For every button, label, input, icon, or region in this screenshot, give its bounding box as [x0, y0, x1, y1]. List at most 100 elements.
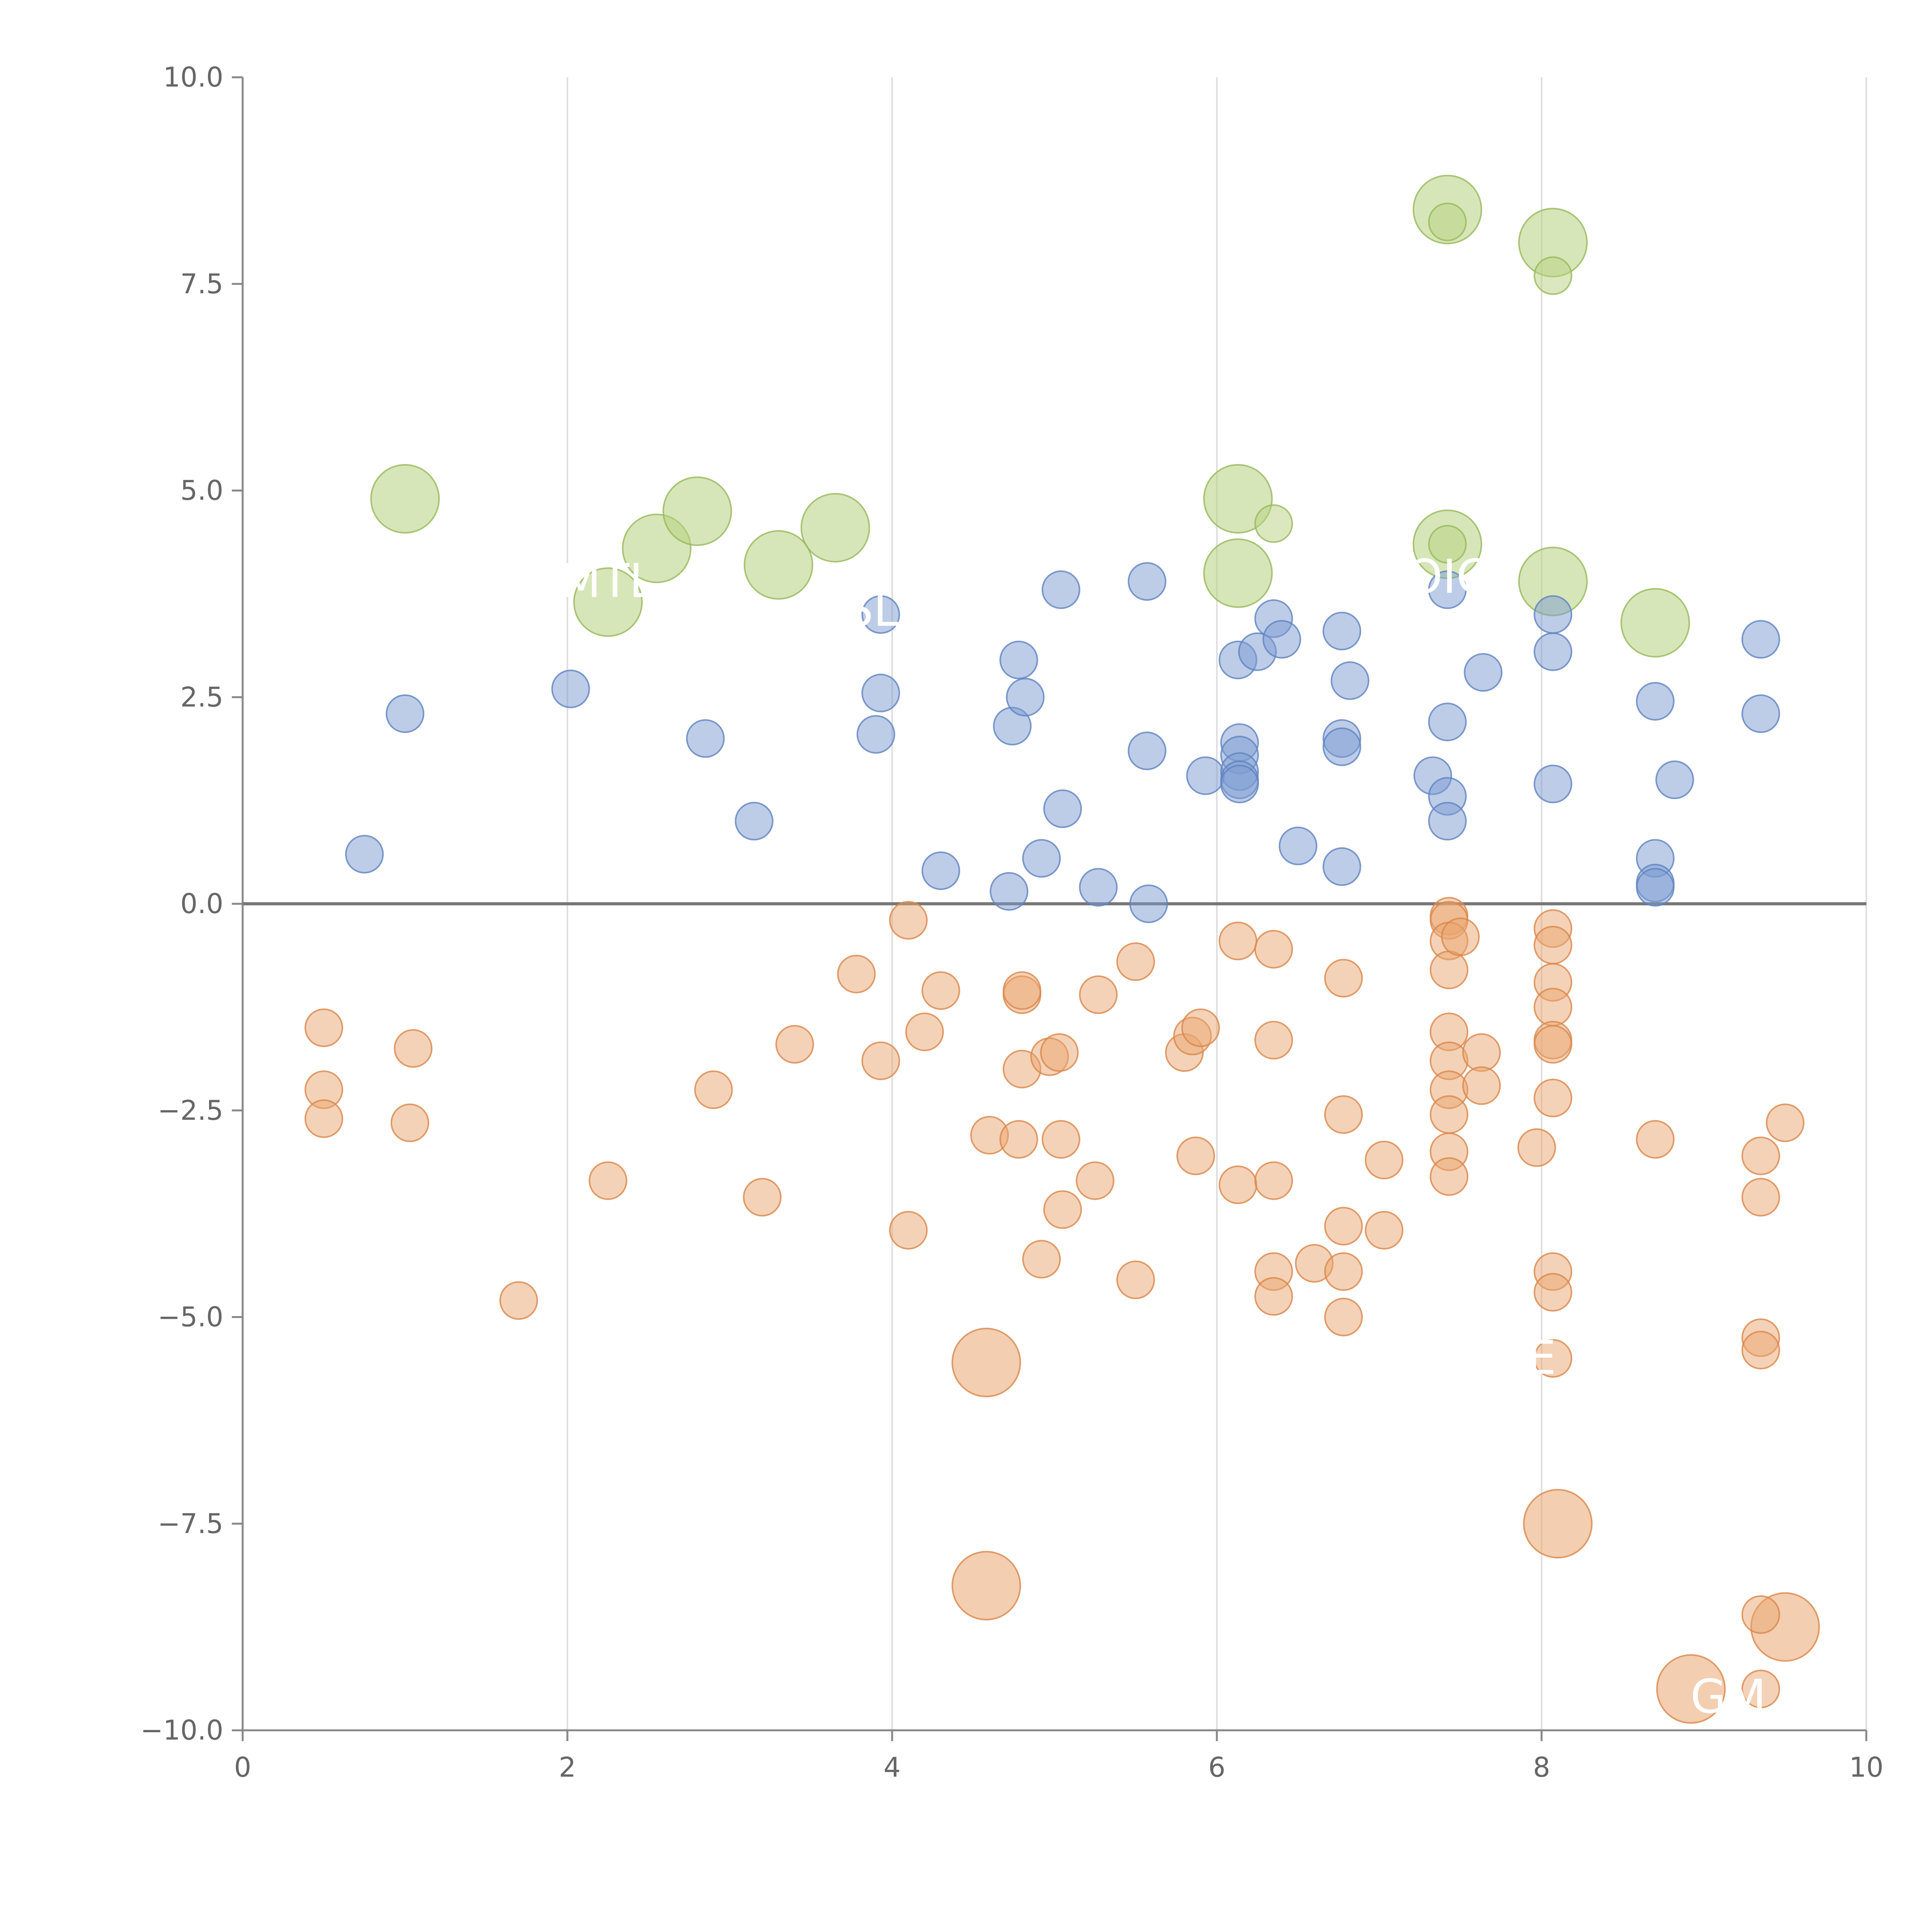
- data-point: [1636, 682, 1675, 721]
- data-point: [1079, 868, 1118, 907]
- data-point: [1022, 1240, 1061, 1279]
- data-point: [990, 872, 1029, 911]
- y-tick-label: −7.5: [158, 1508, 223, 1539]
- large-bubble: [1523, 1489, 1593, 1559]
- data-point: [1741, 1136, 1780, 1175]
- data-point: [1041, 1120, 1080, 1159]
- data-point: [1462, 1066, 1501, 1105]
- data-point: [1741, 620, 1780, 659]
- data-point: [1322, 612, 1361, 651]
- data-point: [1365, 1141, 1404, 1180]
- data-point: [1534, 988, 1573, 1027]
- data-point: [1043, 789, 1082, 828]
- data-point: [1076, 1161, 1115, 1200]
- data-point: [1006, 678, 1045, 717]
- data-point: [1517, 1128, 1556, 1167]
- data-point: [1079, 975, 1118, 1014]
- data-point: [1116, 942, 1155, 981]
- data-point: [1022, 839, 1061, 878]
- data-point: [1324, 1207, 1363, 1246]
- data-point: [1128, 562, 1167, 601]
- data-point: [905, 1012, 944, 1051]
- data-point: [1041, 570, 1080, 609]
- large-bubble: [951, 1328, 1021, 1398]
- data-point: [1741, 1670, 1780, 1709]
- y-tick-label: −2.5: [158, 1095, 223, 1126]
- data-point: [1765, 1103, 1804, 1142]
- data-point: [390, 1103, 429, 1142]
- data-point: [1741, 1595, 1780, 1634]
- data-point: [1534, 1025, 1573, 1064]
- data-point: [1636, 1120, 1675, 1159]
- data-point: [1254, 930, 1293, 969]
- data-point: [304, 1008, 344, 1047]
- data-point: [1464, 653, 1503, 692]
- data-point: [386, 694, 425, 733]
- axes: −10.0 −7.5 −5.0 −2.5 0.0 2.5 5.0 7.5 10.0 0 2 4 6 8 10: [140, 61, 1883, 1783]
- data-point: [856, 715, 895, 754]
- data-point: [1534, 925, 1573, 964]
- x-tick-label: 0: [234, 1752, 252, 1783]
- data-point: [1365, 1211, 1404, 1250]
- large-bubble: [1620, 588, 1690, 658]
- data-point: [1254, 1277, 1293, 1316]
- bubble-annotation: E: [1527, 1331, 1556, 1385]
- x-tick-label: 8: [1533, 1752, 1550, 1783]
- data-point: [499, 1281, 538, 1320]
- large-bubble: [370, 464, 440, 534]
- data-point: [999, 1120, 1038, 1159]
- data-point: [1186, 756, 1225, 795]
- data-point: [1128, 731, 1167, 770]
- data-point: [1322, 847, 1361, 886]
- data-point: [1002, 971, 1041, 1010]
- data-point: [1324, 959, 1363, 998]
- data-point: [1324, 1298, 1363, 1337]
- data-point: [1428, 802, 1467, 841]
- data-point: [1324, 1252, 1363, 1291]
- data-point: [1218, 1165, 1257, 1204]
- bubble-annotation: GM: [1690, 1670, 1767, 1724]
- data-point: [1636, 868, 1675, 907]
- data-point: [1430, 951, 1469, 990]
- data-point: [921, 971, 960, 1010]
- large-bubble: [743, 530, 813, 600]
- y-tick-label: 10.0: [163, 61, 223, 93]
- data-point: [1218, 922, 1257, 961]
- data-point: [1741, 1331, 1780, 1370]
- data-point: [304, 1099, 344, 1138]
- bubbles: [304, 175, 1820, 1724]
- data-point: [1534, 632, 1573, 671]
- x-tick-label: 10: [1849, 1752, 1883, 1783]
- data-point: [1428, 525, 1467, 564]
- y-tick-label: −10.0: [140, 1714, 223, 1746]
- data-point: [775, 1025, 814, 1064]
- large-bubble: [662, 476, 732, 546]
- data-point: [1324, 1095, 1363, 1134]
- data-point: [1428, 202, 1467, 242]
- y-tick-label: 0.0: [180, 888, 223, 920]
- data-point: [1330, 661, 1369, 700]
- data-point: [1534, 764, 1573, 803]
- data-point: [861, 595, 900, 634]
- data-point: [889, 1211, 928, 1250]
- data-point: [345, 835, 384, 874]
- data-point: [1430, 1095, 1469, 1134]
- data-point: [1254, 504, 1293, 543]
- x-tick-label: 2: [559, 1752, 576, 1783]
- x-tick-label: 4: [884, 1752, 901, 1783]
- y-tick-label: 7.5: [180, 268, 223, 300]
- data-point: [1534, 1339, 1573, 1378]
- data-point: [686, 719, 725, 758]
- large-bubble: [1656, 1654, 1726, 1724]
- data-point: [861, 1041, 900, 1080]
- data-point: [694, 1070, 733, 1109]
- data-point: [1441, 917, 1480, 956]
- data-point: [743, 1178, 782, 1217]
- data-point: [1534, 1273, 1573, 1312]
- data-point: [1040, 1033, 1079, 1072]
- large-bubble: [800, 493, 870, 563]
- data-point: [921, 851, 960, 890]
- data-point: [1462, 1033, 1501, 1072]
- data-point: [1534, 595, 1573, 634]
- data-point: [1534, 1078, 1573, 1117]
